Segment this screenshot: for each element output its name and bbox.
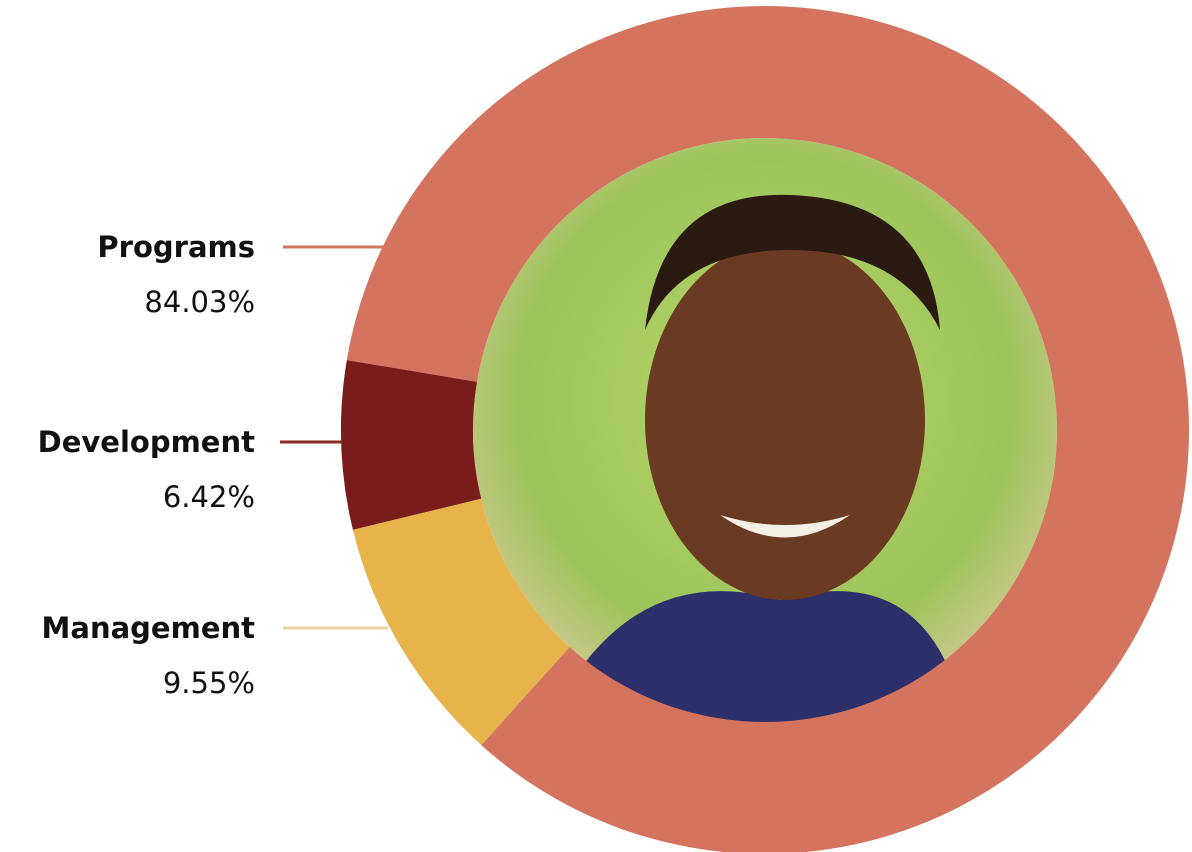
legend-label: Management	[42, 611, 256, 645]
donut-segment	[341, 360, 482, 530]
donut-ring	[341, 6, 1189, 852]
donut-segment	[352, 498, 570, 746]
donut-segment	[346, 6, 1189, 852]
legend-label: Programs	[97, 230, 255, 264]
center-photo	[473, 138, 1057, 726]
labels: Programs 84.03% Development 6.42% Management…	[38, 230, 388, 700]
value-label: 9.55%	[163, 666, 255, 700]
value-label: 84.03%	[144, 285, 255, 319]
legend-label: Development	[38, 425, 255, 459]
value-label: 6.42%	[163, 480, 255, 514]
